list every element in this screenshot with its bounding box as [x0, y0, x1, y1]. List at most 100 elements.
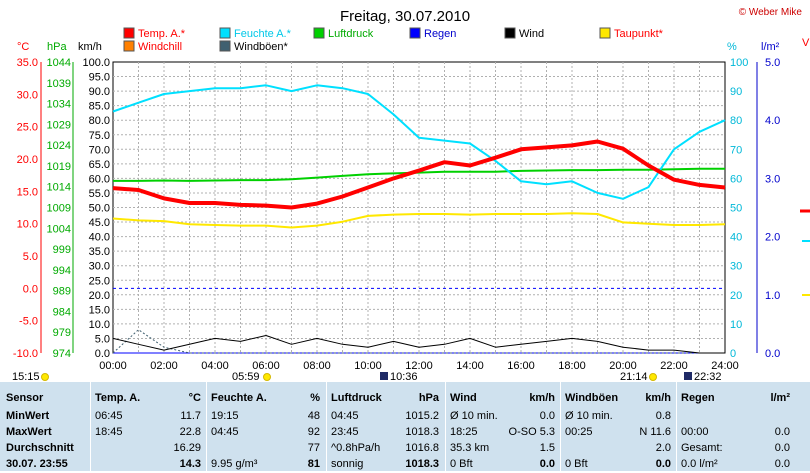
- table-cell: N 11.6: [639, 426, 671, 438]
- wind-tick-label: 95.0: [89, 72, 110, 84]
- sunrise-label: 05:59: [232, 371, 260, 382]
- table-cell: 16.29: [173, 442, 201, 454]
- table-cell: 14.3: [179, 458, 201, 470]
- temp-tick-label: 20.0: [17, 154, 38, 166]
- chart-axes: 35.0 30.0 25.0 20.0 15.0 10.0 5.0 0.0 -5.0 -10.0 1…: [13, 57, 780, 360]
- table-cell: Ø 10 min.: [450, 410, 498, 422]
- temp-tick-label: 35.0: [17, 57, 38, 69]
- humidity-tick-label: 70: [730, 144, 742, 156]
- table-cell: 0 Bft: [565, 458, 588, 470]
- x-tick-label: 22:00: [660, 360, 688, 372]
- wind-tick-label: 5.0: [95, 333, 110, 345]
- table-cell: 9.95 g/m³: [211, 458, 258, 470]
- wind-tick-label: 100.0: [82, 57, 110, 69]
- table-row: MinWert 06:45 11.7 19:15 48 04:45 1015.2 Ø 10 m…: [0, 408, 810, 425]
- humidity-tick-label: 60: [730, 173, 742, 185]
- rain-tick-label: 0.0: [765, 348, 780, 360]
- sun-icon: [263, 373, 271, 381]
- table-cell: km/h: [645, 392, 671, 404]
- table-cell: 0.0 l/m²: [681, 458, 718, 470]
- wind-tick-label: 90.0: [89, 86, 110, 98]
- row-label: Sensor: [6, 392, 44, 404]
- wind-tick-label: 45.0: [89, 217, 110, 229]
- table-cell: Luftdruck: [331, 392, 382, 404]
- humidity-tick-label: 0: [730, 348, 736, 360]
- wind-tick-label: 75.0: [89, 130, 110, 142]
- sun-icon: [649, 373, 657, 381]
- x-tick-label: 02:00: [150, 360, 178, 372]
- x-tick-label: 20:00: [609, 360, 637, 372]
- table-cell: 11.7: [180, 410, 201, 422]
- legend-swatch: [504, 27, 516, 39]
- table-cell: Windböen: [565, 392, 619, 404]
- weather-chart: Freitag, 30.07.2010 © Weber Mike V Temp.…: [12, 7, 810, 382]
- x-tick-label: 12:00: [405, 360, 433, 372]
- table-header-row: Sensor Temp. A. °C Feuchte A.% Luftdruck hPa W…: [0, 390, 810, 407]
- table-cell: 1.5: [539, 442, 555, 454]
- legend-swatch: [313, 27, 325, 39]
- table-cell: 0 Bft: [450, 458, 473, 470]
- wind-tick-label: 30.0: [89, 261, 110, 273]
- table-cell: 1018.3: [405, 426, 439, 438]
- summary-table: Sensor Temp. A. °C Feuchte A.% Luftdruck hPa W…: [0, 382, 810, 471]
- pressure-tick-label: 994: [53, 265, 71, 277]
- pressure-tick-label: 1024: [47, 140, 71, 152]
- pressure-tick-label: 984: [53, 306, 71, 318]
- temp-tick-label: 30.0: [17, 89, 38, 101]
- pressure-tick-label: 1004: [47, 223, 71, 235]
- rain-tick-label: 5.0: [765, 57, 780, 69]
- x-tick-label: 10:00: [354, 360, 382, 372]
- temp-tick-label: 25.0: [17, 122, 38, 134]
- temp-tick-label: 0.0: [23, 283, 38, 295]
- table-row: Durchschnitt 16.29 77 ^0.8hPa/h 1016.8 35.3 k…: [0, 440, 810, 457]
- sunset-label: 21:14: [620, 371, 648, 382]
- moon-set-label: 22:32: [694, 371, 722, 382]
- wind-unit-label: km/h: [78, 41, 102, 53]
- x-tick-label: 04:00: [201, 360, 229, 372]
- table-cell: 1016.8: [405, 442, 439, 454]
- table-cell: 22.8: [179, 426, 201, 438]
- table-cell: 92: [307, 426, 320, 438]
- row-label: Durchschnitt: [6, 442, 74, 454]
- table-cell: °C: [188, 392, 201, 404]
- humidity-tick-label: 40: [730, 232, 742, 244]
- table-cell: 0.0: [539, 458, 555, 470]
- wind-tick-label: 50.0: [89, 203, 110, 215]
- x-tick-label: 18:00: [558, 360, 586, 372]
- chart-legend: Temp. A.* Feuchte A.* Luftdruck Regen Wind Ta…: [123, 27, 664, 53]
- series-line-feuchte-a: [112, 84, 726, 200]
- wind-tick-label: 70.0: [89, 144, 110, 156]
- table-cell: Feuchte A.: [211, 392, 267, 404]
- legend-label: Taupunkt*: [614, 28, 664, 40]
- wind-tick-label: 0.0: [95, 348, 110, 360]
- table-cell: 2.0: [655, 442, 671, 454]
- table-cell: 48: [307, 410, 320, 422]
- table-cell: sonnig: [331, 458, 364, 470]
- legend-label: Wind: [519, 28, 544, 40]
- chart-grid: [113, 62, 725, 353]
- table-cell: Temp. A.: [95, 392, 141, 404]
- moon-icon: [684, 372, 692, 380]
- table-cell: 0.0: [774, 458, 790, 470]
- table-row: 30.07. 23:55 14.3 9.95 g/m³ 81 sonnig 1018.3 0…: [0, 456, 810, 473]
- series-line-temp-a: [112, 139, 726, 210]
- rain-tick-label: 4.0: [765, 115, 780, 127]
- legend-label: Feuchte A.*: [234, 28, 292, 40]
- series-line-windb-en: [112, 329, 725, 354]
- x-tick-label: 08:00: [303, 360, 331, 372]
- pressure-unit-label: hPa: [47, 41, 67, 53]
- temp-tick-label: -5.0: [19, 316, 38, 328]
- humidity-tick-label: 100: [730, 57, 748, 69]
- table-cell: Regen: [681, 392, 715, 404]
- table-cell: %: [310, 392, 320, 404]
- wind-tick-label: 65.0: [89, 159, 110, 171]
- pressure-tick-label: 1009: [47, 203, 71, 215]
- table-cell: Wind: [450, 392, 477, 404]
- moon-icon: [380, 372, 388, 380]
- legend-swatch: [409, 27, 421, 39]
- table-cell: 0.0: [655, 458, 671, 470]
- table-cell: O-SO 5.3: [508, 426, 555, 438]
- table-cell: Ø 10 min.: [565, 410, 613, 422]
- chart-series: [112, 84, 810, 354]
- x-tick-label: 14:00: [456, 360, 484, 372]
